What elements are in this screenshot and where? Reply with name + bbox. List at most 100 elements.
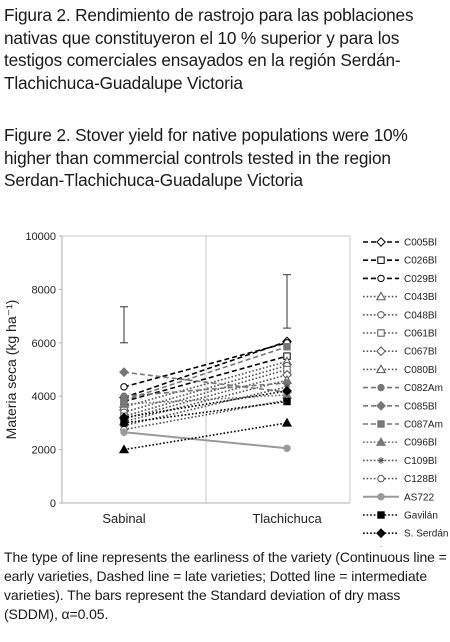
series-line	[123, 368, 288, 417]
data-marker	[120, 383, 128, 391]
legend-label: C128Bl	[404, 474, 437, 485]
data-marker	[119, 412, 129, 423]
legend-label: S. Serdán	[404, 529, 448, 540]
stover-yield-chart: 0 2000 4000 6000 8000 10000 Sabinal Tlachichuca…	[3, 231, 448, 547]
chart-legend: C005Bl C026Bl C029Bl C043Bl C048Bl C061Bl C067…	[363, 237, 448, 547]
legend-item: C048Bl	[363, 310, 437, 321]
series-s-serd-n	[119, 385, 292, 423]
legend-label: Gavilán	[404, 511, 438, 522]
series-line	[123, 371, 288, 393]
data-marker	[375, 436, 387, 446]
legend-label: C067Bl	[404, 347, 437, 358]
y-tick-label: 2000	[32, 445, 56, 457]
y-axis-label: Materia seca (kg ha⁻¹)	[3, 300, 19, 440]
series-line	[123, 386, 288, 427]
legend-label: C085Bl	[404, 401, 437, 412]
legend-item: C082Am	[363, 383, 443, 394]
data-marker	[376, 400, 386, 411]
series-line	[123, 360, 288, 408]
legend-item: C067Bl	[363, 346, 437, 358]
note-text: The type of line represents the earlines…	[4, 549, 447, 622]
legend-label: C109Bl	[404, 456, 437, 467]
chart-grid	[61, 235, 351, 503]
legend-label: C061Bl	[404, 329, 437, 340]
legend-item: C085Bl	[363, 400, 437, 412]
legend-item: C005Bl	[363, 237, 437, 249]
legend-label: C080Bl	[404, 365, 437, 376]
data-marker	[377, 274, 385, 283]
data-marker	[283, 343, 291, 351]
chart-axes: 0 2000 4000 6000 8000 10000 Sabinal Tlachichuca…	[3, 231, 350, 526]
data-marker	[282, 385, 292, 396]
legend-item: C029Bl	[363, 274, 437, 285]
legend-label: C096Bl	[404, 438, 437, 449]
data-marker	[377, 511, 385, 519]
y-tick-label: 10000	[25, 231, 56, 243]
legend-item: C026Bl	[363, 256, 437, 267]
figure-note: The type of line represents the earlines…	[4, 548, 448, 624]
series-line	[123, 364, 288, 413]
data-marker	[118, 444, 130, 454]
x-category-label: Tlachichuca	[252, 511, 322, 526]
legend-item: C109Bl	[363, 456, 437, 467]
series-line	[123, 400, 288, 424]
y-tick-label: 8000	[32, 284, 56, 296]
y-tick-label: 6000	[32, 338, 56, 350]
legend-label: C026Bl	[404, 256, 437, 267]
legend-item: C061Bl	[363, 329, 437, 340]
legend-item: C096Bl	[363, 436, 437, 449]
data-marker	[377, 493, 385, 501]
series-promesa	[118, 417, 293, 454]
legend-label: AS722	[404, 492, 434, 503]
legend-item: S. Serdán	[363, 528, 448, 540]
data-marker	[377, 256, 385, 264]
legend-item: Gavilán	[363, 511, 438, 522]
legend-label: C043Bl	[404, 292, 437, 303]
series-line	[123, 374, 288, 420]
data-marker	[281, 417, 293, 427]
series-line	[123, 390, 288, 419]
data-marker	[377, 311, 385, 319]
legend-item: C087Am	[363, 420, 443, 431]
data-marker	[376, 237, 386, 247]
y-tick-label: 0	[50, 498, 56, 510]
note-alpha-value: =0.05.	[69, 606, 109, 622]
series-lines	[118, 336, 293, 454]
data-marker	[283, 444, 291, 452]
legend-item: C128Bl	[363, 474, 437, 485]
data-marker	[377, 329, 385, 337]
series-line	[123, 422, 288, 451]
series-line	[123, 379, 288, 423]
caption-spanish: Figura 2. Rendimiento de rastrojo para l…	[4, 5, 414, 93]
data-marker	[376, 346, 386, 357]
data-marker	[378, 457, 384, 463]
series-line	[123, 342, 288, 388]
series-line	[123, 340, 288, 399]
alpha-symbol: α	[61, 606, 70, 622]
series-line	[123, 382, 288, 397]
error-bars	[120, 274, 291, 344]
legend-label: C048Bl	[404, 310, 437, 321]
data-marker	[120, 428, 128, 436]
series-line	[123, 431, 288, 450]
legend-item: C080Bl	[363, 364, 437, 376]
data-marker	[377, 383, 385, 392]
data-marker	[119, 367, 129, 378]
y-tick-label: 4000	[32, 391, 56, 403]
x-category-label: Sabinal	[102, 511, 145, 526]
legend-label: C005Bl	[404, 238, 437, 249]
caption-english: Figure 2. Stover yield for native popula…	[4, 125, 408, 190]
data-marker	[118, 398, 130, 408]
data-marker	[377, 420, 385, 428]
data-marker	[375, 364, 387, 374]
series-line	[123, 346, 288, 401]
data-marker	[376, 528, 386, 539]
legend-label: C029Bl	[404, 274, 437, 285]
legend-label: C087Am	[404, 420, 443, 431]
data-marker	[283, 397, 291, 406]
legend-item: AS722	[363, 492, 434, 503]
legend-label: C082Am	[404, 383, 443, 394]
data-marker	[375, 291, 387, 301]
data-marker	[377, 474, 385, 483]
series-as722	[120, 428, 291, 452]
